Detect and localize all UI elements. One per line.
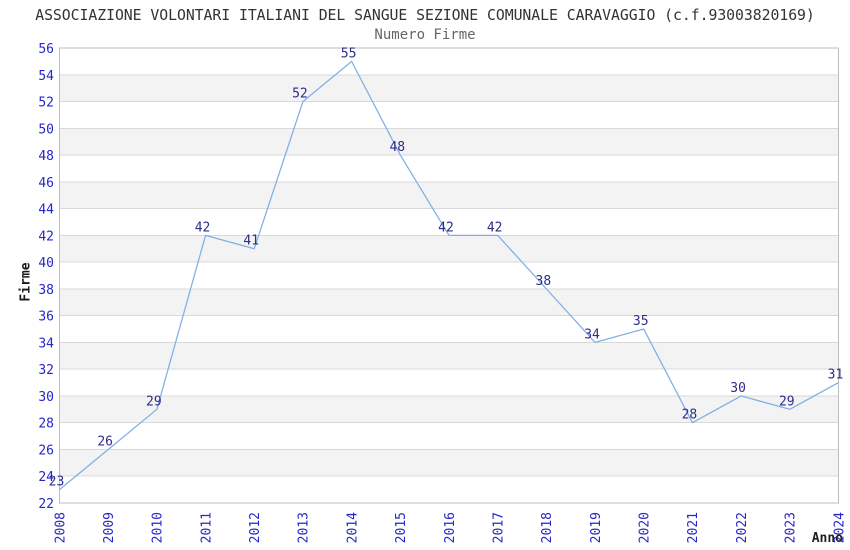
x-axis-label: Anno bbox=[811, 531, 843, 546]
data-point-label: 23 bbox=[49, 475, 65, 490]
y-tick-label: 32 bbox=[38, 363, 54, 378]
x-tick-label: 2011 bbox=[199, 512, 214, 543]
data-point-label: 48 bbox=[389, 140, 405, 155]
y-tick-label: 40 bbox=[38, 256, 54, 271]
grid-band bbox=[59, 74, 839, 102]
y-tick-label: 44 bbox=[38, 203, 54, 218]
x-tick-label: 2008 bbox=[53, 512, 68, 543]
x-tick-label: 2021 bbox=[686, 512, 701, 543]
x-tick-label: 2017 bbox=[491, 512, 506, 543]
data-point-label: 35 bbox=[633, 314, 649, 329]
x-tick-label: 2019 bbox=[589, 512, 604, 543]
y-tick-label: 52 bbox=[38, 96, 54, 111]
x-tick-label: 2013 bbox=[297, 512, 312, 543]
data-point-label: 29 bbox=[779, 394, 795, 409]
grid-band bbox=[59, 181, 839, 209]
y-tick-label: 30 bbox=[38, 390, 54, 405]
y-tick-label: 48 bbox=[38, 149, 54, 164]
x-tick-label: 2015 bbox=[394, 512, 409, 543]
data-point-label: 31 bbox=[828, 368, 844, 383]
y-tick-label: 26 bbox=[38, 443, 54, 458]
x-tick-label: 2023 bbox=[784, 512, 799, 543]
x-tick-label: 2014 bbox=[345, 512, 360, 543]
y-tick-label: 28 bbox=[38, 417, 54, 432]
y-axis-label: Firme bbox=[18, 262, 34, 302]
y-tick-label: 50 bbox=[38, 122, 54, 137]
y-tick-label: 56 bbox=[38, 42, 54, 57]
x-tick-label: 2018 bbox=[540, 512, 555, 543]
data-point-label: 34 bbox=[584, 327, 600, 342]
x-tick-label: 2012 bbox=[248, 512, 263, 543]
grid-band bbox=[59, 342, 839, 370]
y-tick-label: 42 bbox=[38, 229, 54, 244]
x-tick-label: 2024 bbox=[832, 512, 847, 543]
y-tick-label: 34 bbox=[38, 336, 54, 351]
data-point-label: 42 bbox=[438, 220, 454, 235]
data-point-label: 42 bbox=[487, 220, 503, 235]
data-point-label: 26 bbox=[97, 434, 113, 449]
grid-band bbox=[59, 235, 839, 263]
y-tick-label: 46 bbox=[38, 176, 54, 191]
data-line bbox=[59, 60, 839, 491]
grid-band bbox=[59, 288, 839, 316]
y-tick-label: 54 bbox=[38, 69, 54, 84]
data-point-label: 38 bbox=[536, 274, 552, 289]
data-point-label: 29 bbox=[146, 394, 162, 409]
x-tick-label: 2016 bbox=[443, 512, 458, 543]
y-tick-label: 24 bbox=[38, 470, 54, 485]
x-tick-label: 2010 bbox=[151, 512, 166, 543]
y-tick-label: 36 bbox=[38, 310, 54, 325]
data-point-label: 42 bbox=[195, 220, 211, 235]
grid-band bbox=[59, 449, 839, 477]
plot-border bbox=[59, 47, 839, 504]
chart-subtitle: Numero Firme bbox=[374, 27, 476, 43]
data-point-label: 30 bbox=[730, 381, 746, 396]
grid-band bbox=[59, 128, 839, 156]
data-point-label: 41 bbox=[243, 234, 259, 249]
data-point-label: 55 bbox=[341, 46, 357, 61]
data-point-label: 52 bbox=[292, 87, 308, 102]
data-point-label: 28 bbox=[682, 408, 698, 423]
y-tick-label: 38 bbox=[38, 283, 54, 298]
x-tick-label: 2020 bbox=[638, 512, 653, 543]
x-tick-label: 2009 bbox=[102, 512, 117, 543]
y-tick-label: 22 bbox=[38, 497, 54, 512]
x-tick-label: 2022 bbox=[735, 512, 750, 543]
grid-band bbox=[59, 395, 839, 423]
chart-title: ASSOCIAZIONE VOLONTARI ITALIANI DEL SANG… bbox=[35, 7, 815, 24]
